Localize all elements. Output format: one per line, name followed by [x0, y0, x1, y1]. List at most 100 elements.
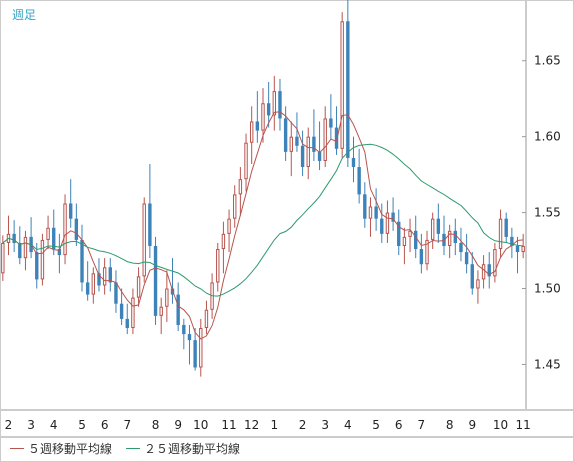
candle-body-up [23, 236, 28, 259]
candle-body-up [481, 264, 486, 280]
legend-swatch-ma25 [126, 447, 141, 449]
legend-item-ma25: ２５週移動平均線 [126, 440, 240, 457]
candle-body-up [131, 297, 135, 329]
candle-body-down [255, 121, 260, 131]
candle-body-down [119, 303, 124, 319]
candle-body-up [402, 236, 407, 246]
candle-body-down [52, 227, 56, 250]
y-tick-label: 1.60 [534, 130, 561, 144]
x-tick-label: 7 [123, 418, 131, 432]
candle-body-down [510, 236, 514, 246]
candle-body-down [283, 118, 288, 152]
candle-body-up [142, 203, 146, 277]
x-axis-frame [0, 410, 574, 437]
x-tick-label: 2 [5, 418, 13, 432]
candle-body-up [1, 242, 5, 274]
candle-body-down [69, 203, 73, 219]
candle-body-down [187, 334, 192, 341]
candle-body-up [91, 273, 96, 295]
candle-body-up [498, 218, 503, 250]
candle-body-down [85, 282, 90, 295]
candle-body-up [244, 142, 248, 180]
period-label: 週足 [12, 8, 37, 22]
candle-body-up [521, 246, 525, 253]
candle-body-down [125, 318, 129, 328]
legend-swatch-ma5 [10, 447, 24, 449]
x-tick-label: 6 [101, 418, 109, 432]
candle-body-down [397, 221, 401, 246]
candle-body-down [515, 246, 520, 253]
candle-body-up [204, 309, 209, 328]
candle-body-down [74, 218, 79, 240]
candle-body-down [108, 267, 112, 283]
candle-body-down [414, 230, 418, 250]
candle-body-down [295, 136, 299, 146]
x-tick-label: 5 [78, 418, 86, 432]
candle-body-down [312, 136, 316, 152]
candle-body-down [18, 242, 22, 259]
x-tick-label: 12 [244, 418, 259, 432]
x-tick-label: 3 [27, 418, 35, 432]
candle-body-up [221, 233, 226, 250]
candle-body-up [165, 288, 169, 307]
candle-body-up [102, 267, 107, 286]
ma25-line [2, 143, 524, 297]
candle-body-down [266, 103, 271, 116]
candle-body-down [470, 264, 474, 289]
candle-body-up [261, 103, 265, 131]
legend-label-ma5: ５週移動平均線 [28, 441, 113, 456]
candle-body-up [447, 230, 452, 247]
candle-body-up [40, 239, 45, 280]
candle-body-down [346, 21, 350, 158]
candle-body-up [430, 218, 435, 240]
x-tick-label: 3 [321, 418, 329, 432]
candle-body-down [504, 218, 508, 237]
x-tick-label: 7 [418, 418, 426, 432]
candle-body-down [459, 242, 463, 253]
x-tick-label: 9 [468, 418, 476, 432]
x-tick-label: 6 [395, 418, 403, 432]
y-tick-label: 1.55 [534, 206, 561, 220]
x-tick-label: 4 [344, 418, 352, 432]
candle-body-down [391, 212, 395, 222]
candle-body-down [193, 340, 197, 368]
candle-body-up [159, 306, 163, 316]
candle-body-down [80, 239, 84, 283]
candle-body-down [182, 324, 186, 335]
candle-body-up [199, 328, 203, 368]
y-tick-label: 1.50 [534, 282, 561, 296]
x-tick-label: 8 [152, 418, 160, 432]
candle-body-down [380, 218, 384, 234]
candle-body-up [136, 276, 141, 298]
candle-body-up [385, 212, 390, 234]
x-tick-label: 10 [493, 418, 508, 432]
candle-body-down [453, 230, 457, 243]
x-tick-label: 8 [446, 418, 454, 432]
candle-body-down [153, 246, 158, 316]
x-tick-label: 5 [372, 418, 380, 432]
candle-body-up [493, 249, 497, 277]
ma5-line [2, 111, 524, 340]
x-tick-label: 10 [193, 418, 208, 432]
candle-body-down [351, 157, 356, 168]
candle-body-up [323, 118, 327, 161]
candle-body-down [436, 218, 441, 234]
candle-body-down [278, 91, 282, 119]
candle-body-up [216, 249, 220, 283]
x-tick-label: 4 [50, 418, 58, 432]
candle-body-down [487, 264, 491, 277]
x-tick-label: 9 [174, 418, 182, 432]
candle-body-down [329, 118, 333, 128]
candle-body-down [35, 252, 39, 280]
legend: ５週移動平均線 ２５週移動平均線 [10, 438, 254, 458]
x-tick-label: 2 [299, 418, 307, 432]
candle-body-up [227, 218, 231, 234]
candle-body-up [408, 230, 412, 237]
candle-body-up [46, 227, 50, 240]
candle-body-up [233, 194, 237, 219]
candle-body-up [425, 239, 429, 265]
candle-body-down [97, 273, 101, 286]
candle-body-up [249, 121, 254, 143]
